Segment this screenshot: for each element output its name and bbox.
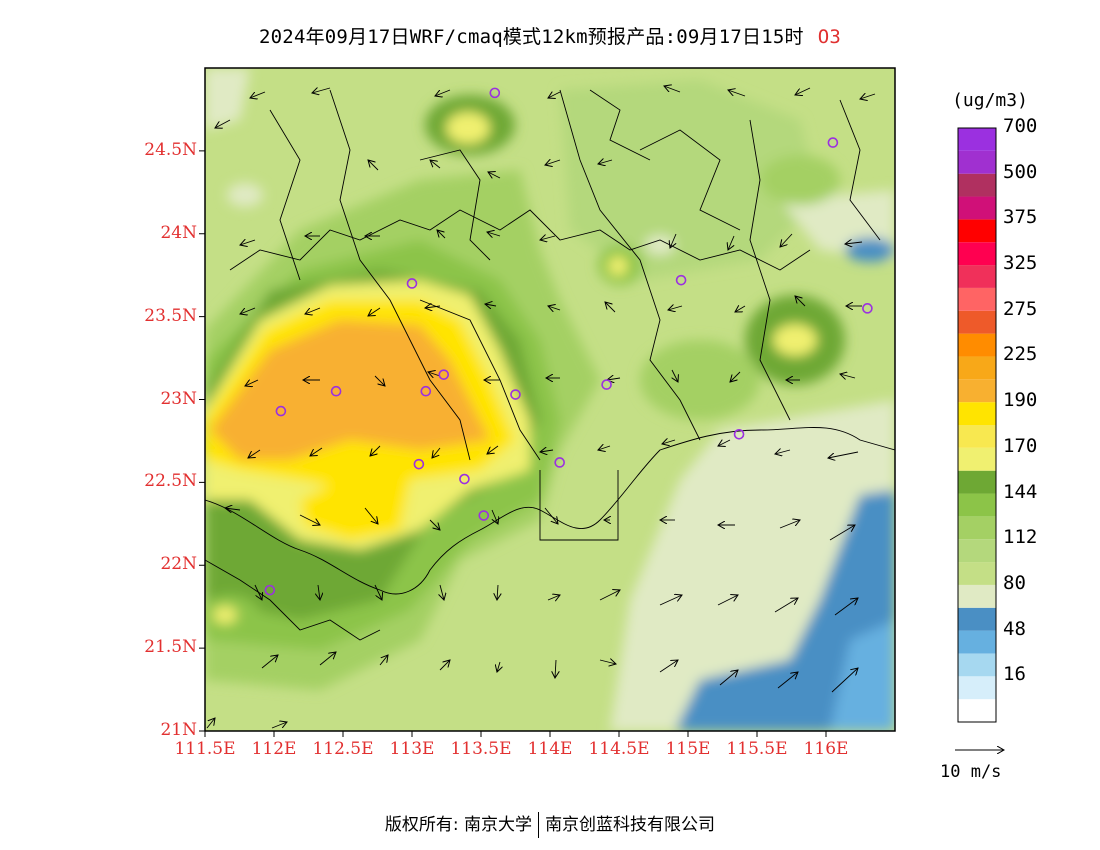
- station-marker: [413, 458, 425, 470]
- colorbar-frame: [957, 127, 997, 723]
- colorbar-band: [958, 219, 996, 243]
- station-marker: [264, 584, 276, 596]
- y-tick-label: 23.5N: [144, 305, 197, 326]
- colorbar-band: [958, 196, 996, 220]
- x-tick-label: 116E: [803, 739, 849, 759]
- x-tick-label: 115.5E: [726, 739, 788, 759]
- y-tick-label: 22N: [160, 554, 197, 575]
- colorbar-band: [958, 470, 996, 494]
- colorbar-label: 225: [1003, 343, 1038, 366]
- copyright-footer: 版权所有: 南京大学 南京创蓝科技有限公司: [0, 810, 1100, 838]
- wind-reference-label: 10 m/s: [940, 762, 1002, 782]
- station-marker: [420, 385, 432, 397]
- station-marker: [438, 369, 450, 380]
- colorbar-label: 275: [1003, 297, 1038, 320]
- colorbar-band: [958, 562, 996, 585]
- colorbar-band: [958, 607, 996, 631]
- colorbar-label: 112: [1003, 526, 1038, 549]
- colorbar-label: 375: [1003, 206, 1038, 229]
- station-marker: [601, 379, 612, 390]
- y-tick-label: 21N: [160, 720, 197, 740]
- colorbar: [957, 127, 997, 723]
- y-tick-label: 21.5N: [144, 637, 197, 658]
- colorbar-label: 190: [1003, 389, 1038, 412]
- station-marker: [862, 303, 873, 314]
- footer-right: 南京创蓝科技有限公司: [545, 815, 716, 835]
- colorbar-band: [958, 425, 996, 448]
- station-marker: [489, 87, 501, 99]
- colorbar-label: 48: [1003, 617, 1026, 640]
- pollutant-label: O3: [817, 26, 841, 48]
- title-text: 2024年09月17日WRF/cmaq模式12km预报产品:09月17日15时: [259, 26, 804, 48]
- colorbar-band: [958, 242, 996, 266]
- coastline-and-boundaries: [205, 89, 895, 641]
- colorbar-band: [958, 699, 996, 722]
- colorbar-label: 16: [1003, 663, 1026, 686]
- colorbar-band: [958, 128, 996, 151]
- colorbar-band: [958, 173, 996, 197]
- x-tick-label: 113E: [389, 739, 435, 759]
- colorbar-band: [958, 310, 996, 334]
- map-title: 2024年09月17日WRF/cmaq模式12km预报产品:09月17日15时 O…: [0, 22, 1100, 49]
- colorbar-unit: (ug/m3): [952, 90, 1028, 111]
- y-tick-label: 23N: [160, 388, 197, 409]
- colorbar-band: [958, 653, 996, 677]
- y-tick-label: 22.5N: [144, 471, 197, 492]
- x-tick-label: 112.5E: [312, 739, 374, 759]
- concentration-field: [205, 68, 895, 731]
- station-marker: [275, 405, 287, 417]
- colorbar-band: [958, 402, 996, 425]
- colorbar-band: [958, 379, 996, 403]
- station-marker: [510, 389, 521, 400]
- y-tick-label: 24.5N: [144, 139, 197, 160]
- station-marker: [554, 457, 565, 468]
- y-tick-label: 24N: [160, 222, 197, 243]
- colorbar-band: [958, 150, 996, 174]
- station-marker: [675, 274, 687, 286]
- station-marker: [827, 137, 839, 148]
- wind-vectors: [206, 86, 876, 729]
- colorbar-band: [958, 356, 996, 380]
- station-marker: [459, 473, 470, 485]
- station-marker: [406, 278, 418, 289]
- x-tick-label: 114.5E: [588, 739, 650, 759]
- x-tick-label: 112E: [251, 739, 297, 759]
- colorbar-band: [958, 333, 996, 357]
- colorbar-band: [958, 265, 996, 288]
- colorbar-band: [958, 516, 996, 540]
- colorbar-band: [958, 676, 996, 700]
- footer-left: 版权所有: 南京大学: [384, 815, 533, 835]
- colorbar-label: 80: [1003, 571, 1026, 594]
- x-tick-label: 114E: [527, 739, 573, 759]
- colorbar-label: 700: [1003, 115, 1038, 137]
- x-tick-label: 111.5E: [174, 739, 236, 759]
- x-tick-label: 115E: [665, 739, 711, 759]
- colorbar-band: [958, 493, 996, 517]
- colorbar-band: [958, 447, 996, 471]
- footer-separator: [538, 812, 540, 838]
- colorbar-band: [958, 584, 996, 608]
- colorbar-band: [958, 539, 996, 563]
- colorbar-band: [958, 630, 996, 654]
- x-tick-label: 113.5E: [450, 739, 512, 759]
- colorbar-band: [958, 287, 996, 311]
- colorbar-label: 500: [1003, 160, 1038, 183]
- station-marker: [733, 429, 745, 440]
- monitoring-stations: [264, 87, 873, 596]
- colorbar-label: 144: [1003, 480, 1038, 503]
- station-marker: [478, 510, 490, 521]
- station-marker: [330, 385, 342, 397]
- colorbar-label: 325: [1003, 252, 1038, 275]
- colorbar-label: 170: [1003, 434, 1038, 457]
